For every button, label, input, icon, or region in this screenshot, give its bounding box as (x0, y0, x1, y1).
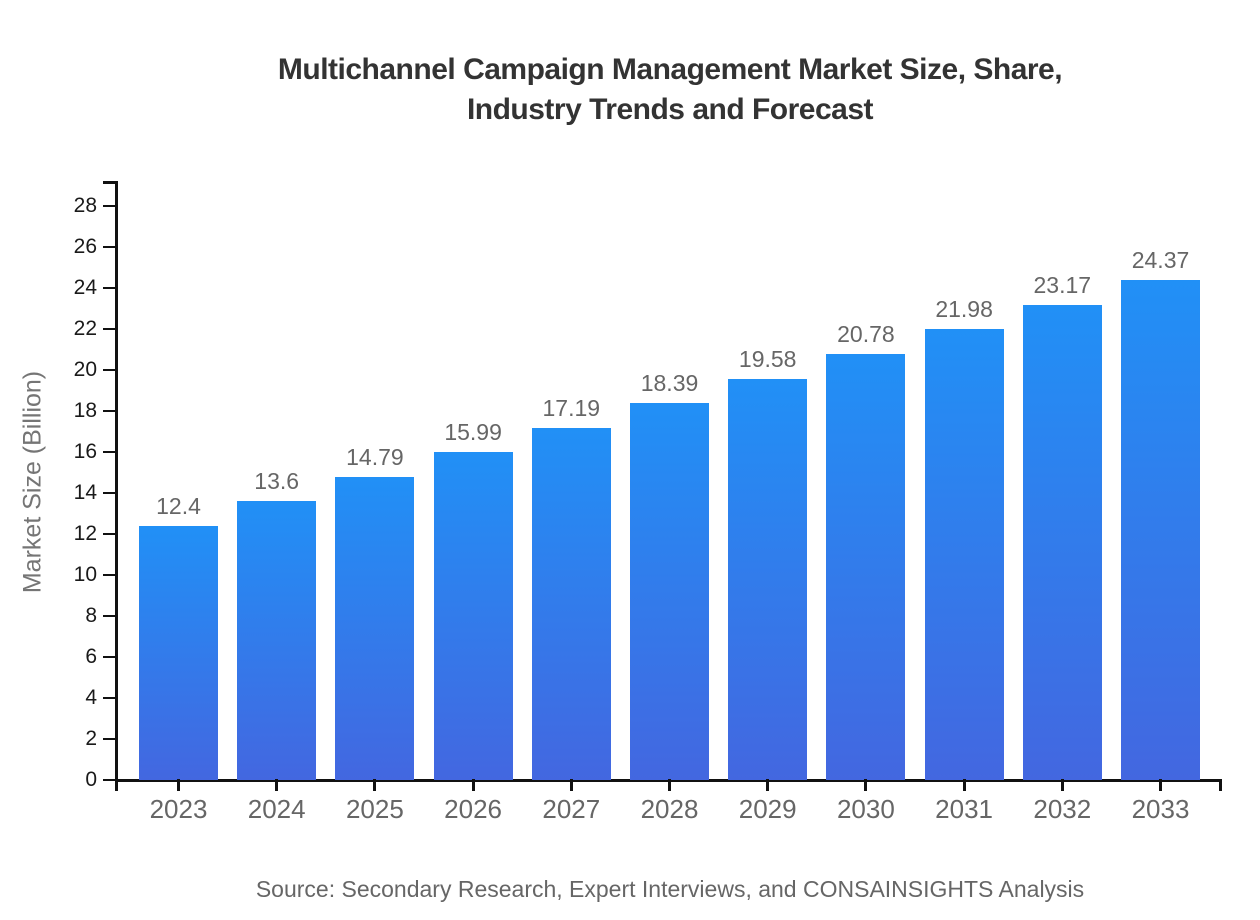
y-tick-mark (103, 779, 115, 781)
bar-value-label: 19.58 (738, 345, 797, 372)
x-tick-label: 2026 (444, 794, 503, 824)
bar (335, 476, 415, 780)
y-tick-mark (103, 533, 115, 535)
y-tick-mark (103, 738, 115, 740)
x-tick-mark (275, 779, 279, 791)
y-tick-label: 0 (85, 768, 97, 791)
x-tick-label: 2025 (345, 794, 404, 824)
bar (531, 427, 611, 780)
y-tick-label: 22 (73, 317, 97, 340)
bar-value-label: 17.19 (542, 394, 601, 421)
bar (1121, 280, 1200, 780)
x-axis-origin-tick (115, 779, 118, 791)
x-tick-mark (177, 779, 180, 791)
bar-value-label: 18.39 (640, 370, 699, 396)
y-tick-mark (103, 246, 115, 248)
y-tick-mark (103, 451, 115, 453)
y-tick-label: 24 (73, 276, 97, 299)
y-tick-mark (103, 492, 115, 494)
y-tick-mark (103, 697, 115, 699)
x-tick-mark (668, 779, 671, 791)
y-tick-label: 14 (73, 481, 97, 504)
bar-value-label: 23.17 (1033, 272, 1092, 298)
bar (433, 452, 513, 780)
bar-value-label: 15.99 (444, 419, 502, 446)
bar (826, 354, 906, 780)
y-axis-end-cap (103, 181, 115, 184)
x-tick-label: 2028 (640, 794, 699, 824)
y-tick-mark (103, 205, 115, 207)
y-tick-mark (103, 656, 115, 658)
y-tick-label: 4 (85, 686, 97, 709)
y-tick-mark (103, 574, 115, 576)
source-note: Source: Secondary Research, Expert Inter… (255, 876, 1085, 902)
bar-value-label: 14.79 (346, 443, 404, 470)
bar (237, 501, 317, 780)
y-tick-label: 26 (73, 235, 97, 258)
y-tick-label: 10 (73, 563, 97, 586)
x-tick-label: 2029 (738, 794, 797, 824)
x-tick-label: 2031 (935, 794, 994, 824)
bar (630, 403, 709, 780)
x-tick-mark (569, 779, 573, 791)
y-tick-label: 18 (73, 399, 97, 422)
bar-value-label: 12.4 (156, 492, 201, 519)
x-tick-label: 2030 (836, 794, 895, 824)
chart-title-line1: Multichannel Campaign Management Market … (277, 53, 1063, 86)
y-tick-label: 16 (73, 440, 97, 463)
bar-value-label: 24.37 (1131, 247, 1190, 274)
y-tick-mark (103, 328, 115, 330)
x-tick-mark (864, 779, 868, 791)
x-tick-label: 2024 (247, 794, 306, 824)
bar-value-label: 20.78 (837, 321, 895, 347)
bar (139, 525, 218, 780)
chart-title: Multichannel Campaign Management Market … (70, 50, 1260, 130)
y-tick-label: 8 (85, 604, 97, 627)
y-tick-mark (103, 615, 115, 617)
x-axis-end-cap (1219, 779, 1222, 791)
bar (728, 378, 808, 780)
y-tick-label: 2 (85, 727, 97, 750)
x-tick-label: 2033 (1131, 794, 1190, 824)
bar-value-label: 13.6 (254, 468, 300, 495)
y-tick-label: 28 (73, 194, 97, 217)
x-tick-mark (962, 779, 966, 791)
x-tick-mark (471, 779, 475, 791)
chart-title-line2: Industry Trends and Forecast (466, 93, 874, 126)
y-axis-line (115, 181, 118, 782)
y-tick-label: 6 (85, 645, 97, 668)
x-tick-mark (1060, 779, 1064, 791)
x-tick-label: 2027 (542, 794, 601, 824)
y-tick-mark (103, 369, 115, 371)
bar-value-label: 21.98 (935, 296, 993, 323)
x-tick-mark (373, 779, 377, 791)
x-tick-mark (1159, 779, 1162, 791)
bar (1022, 305, 1102, 780)
y-tick-label: 12 (73, 522, 97, 545)
y-tick-mark (103, 410, 115, 412)
x-tick-mark (766, 779, 770, 791)
y-tick-mark (103, 287, 115, 289)
x-tick-label: 2032 (1033, 794, 1092, 824)
x-tick-label: 2023 (149, 794, 208, 824)
y-tick-label: 20 (73, 358, 97, 381)
bar (924, 329, 1004, 780)
